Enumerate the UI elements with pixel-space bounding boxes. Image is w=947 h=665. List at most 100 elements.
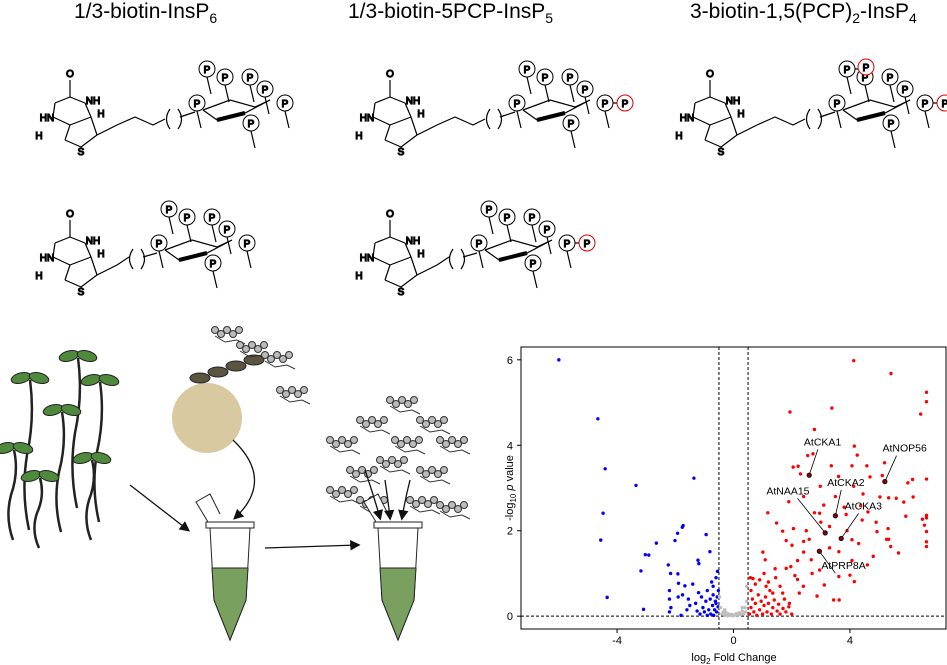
bond [168, 216, 174, 235]
seedling-leaf [38, 470, 60, 482]
bond [532, 270, 538, 289]
arrow-probe-1 [383, 479, 395, 521]
phosphate-dot [428, 416, 436, 424]
h-label: H [97, 109, 104, 120]
bond [64, 264, 71, 281]
data-point [688, 603, 692, 608]
arrow-seedlings-to-tube [129, 484, 191, 532]
bond [836, 110, 842, 129]
phosphate-label: P [282, 99, 289, 110]
phosphate-dot [344, 440, 352, 448]
seedling-leaf [76, 350, 98, 362]
data-point [771, 591, 775, 595]
data-point [718, 605, 723, 610]
data-point [705, 588, 710, 593]
bond [372, 256, 391, 266]
data-point [752, 610, 756, 614]
annotation-leader [808, 449, 819, 476]
arrow-probe-3 [364, 469, 383, 521]
data-point [906, 481, 910, 485]
phosphate-circle [218, 220, 236, 238]
probe-chain [409, 505, 441, 515]
data-point [868, 475, 872, 479]
bond [404, 242, 412, 258]
phosphate-dot [273, 351, 281, 359]
x-axis-label: log2 Fold Change [691, 652, 776, 665]
streptavidin-icon [189, 372, 211, 384]
bond [516, 110, 522, 129]
bond [84, 242, 92, 258]
data-point [842, 505, 846, 509]
phosphate-label: P [888, 119, 895, 130]
phosphate-dot [397, 440, 405, 448]
data-point [818, 484, 822, 488]
bond [400, 134, 418, 148]
phosphate-label: P [204, 65, 211, 76]
data-point [736, 613, 740, 618]
s-label: S [78, 287, 85, 298]
bond [566, 250, 572, 269]
phosphate-label: P [476, 239, 483, 250]
phosphate-dot [332, 440, 340, 448]
phosphate-dot [338, 486, 346, 494]
data-point [791, 526, 796, 531]
phosphate-circle [160, 200, 178, 218]
phosphate-dot [460, 501, 468, 509]
phosphate-dot [235, 326, 243, 334]
phosphate-dot [368, 416, 376, 424]
h-label: H [355, 271, 362, 282]
data-point [829, 464, 834, 468]
phosphate-dot [326, 436, 334, 444]
phosphate-dot [300, 386, 308, 394]
phosphate-dot [223, 326, 231, 334]
phosphate-dot [211, 326, 219, 334]
bond [264, 96, 270, 115]
seedling-icon [20, 470, 60, 549]
data-point [748, 576, 753, 580]
linker [756, 108, 836, 130]
phosphate-circle [524, 254, 542, 272]
phosphate-label: P [584, 239, 591, 250]
phosphate-circle [896, 80, 914, 98]
probe-icon [436, 501, 471, 520]
data-point [764, 584, 768, 588]
bond [890, 130, 896, 149]
phosphate-dot [398, 396, 406, 404]
data-point [634, 483, 638, 488]
bond [372, 242, 376, 258]
data-point [894, 496, 898, 500]
data-point [837, 549, 841, 554]
bond [90, 256, 98, 276]
data-point [822, 583, 827, 587]
bond [720, 134, 738, 148]
x-tick-label: 0 [730, 635, 736, 647]
data-point [784, 538, 788, 543]
data-point [774, 576, 778, 580]
wedge-bond [856, 111, 886, 122]
data-point [888, 544, 893, 549]
phosphate-circle [198, 60, 216, 78]
data-point [757, 578, 762, 582]
seedling-stem [55, 411, 66, 533]
phosphate-dot [410, 396, 418, 404]
data-point [759, 599, 763, 603]
bond [709, 96, 726, 104]
data-point [778, 612, 782, 616]
data-point [696, 558, 700, 562]
data-point [766, 511, 770, 515]
phosphate-dot [454, 440, 462, 448]
bond [374, 96, 391, 104]
probe-chain [379, 465, 411, 475]
data-point [852, 484, 856, 488]
data-point [788, 410, 792, 414]
data-point [711, 593, 715, 597]
data-point [865, 464, 869, 468]
bond [416, 264, 438, 276]
hn-label: HN [680, 113, 694, 124]
phosphate-label: P [529, 213, 536, 224]
y-axis-label: -log10 p value [504, 455, 518, 521]
phosphate-dot [440, 466, 448, 474]
annotation-leader [834, 489, 842, 516]
data-point [766, 580, 771, 584]
phosphate-dot [382, 460, 390, 468]
